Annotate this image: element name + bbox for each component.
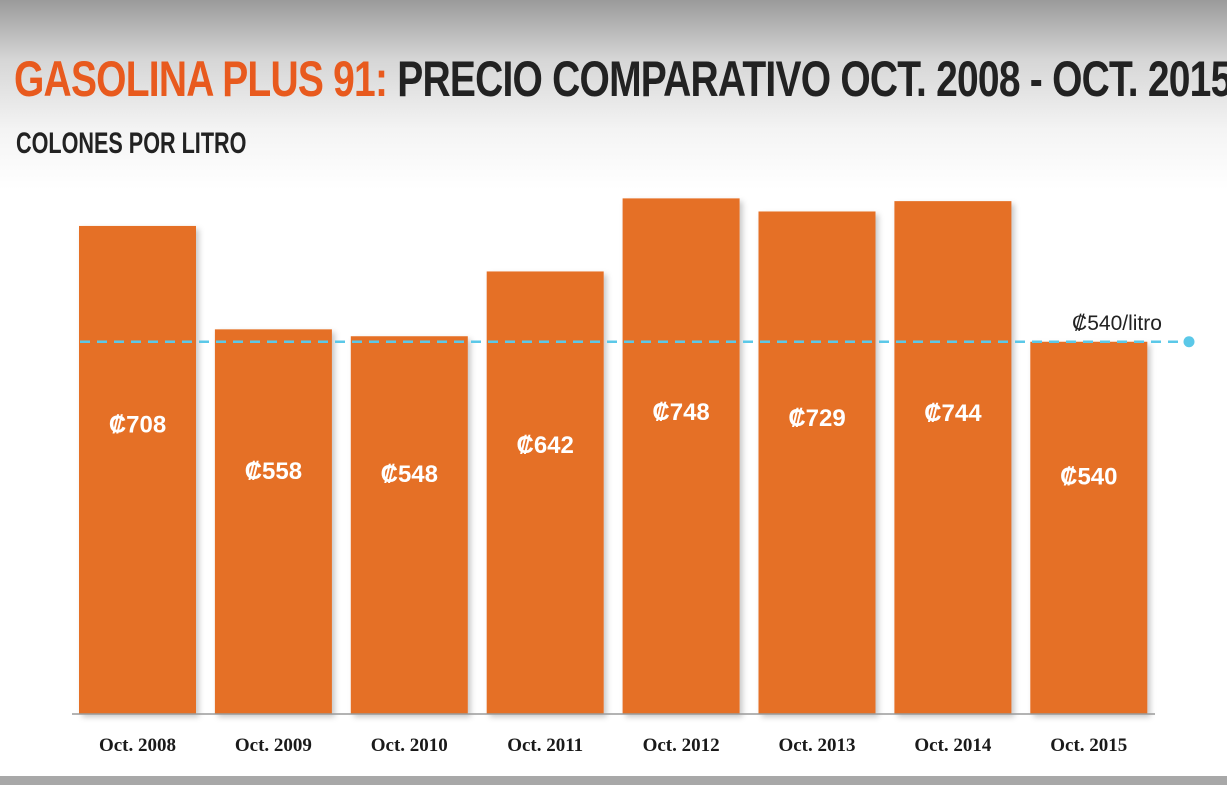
value-label-oct-2013: ₡729 [788,405,845,432]
bar-oct-2013 [758,211,876,714]
value-labels-group: ₡708 ₡558 ₡548 ₡642 ₡748 ₡729 ₡744 ₡540 [109,399,1118,491]
bar-oct-2010 [350,336,468,714]
value-label-oct-2011: ₡642 [517,432,574,459]
chart-title: GASOLINA PLUS 91: PRECIO COMPARATIVO OCT… [14,44,1227,114]
bar-oct-2011 [486,271,604,714]
tick-label-oct-2015: Oct. 2015 [1050,735,1127,756]
chart-title-accent: GASOLINA PLUS 91: [14,51,388,107]
value-label-oct-2008: ₡708 [109,411,166,438]
reference-line-marker [1183,336,1195,348]
value-label-oct-2014: ₡744 [924,400,982,427]
value-label-oct-2009: ₡558 [245,458,302,485]
tick-label-oct-2013: Oct. 2013 [778,735,855,756]
value-label-oct-2012: ₡748 [652,399,709,426]
chart-title-main: PRECIO COMPARATIVO OCT. 2008 - OCT. 2015 [397,51,1227,107]
tick-label-oct-2009: Oct. 2009 [235,735,312,756]
tick-label-oct-2012: Oct. 2012 [643,735,720,756]
reference-line-label: ₡540/litro [1072,312,1162,335]
bar-oct-2014 [894,201,1012,715]
tick-labels-group: Oct. 2008 Oct. 2009 Oct. 2010 Oct. 2011 Oct.… [99,735,1127,756]
bar-oct-2009 [214,329,332,714]
bars-group [79,198,1148,715]
bottom-bar [0,776,1227,785]
tick-label-oct-2014: Oct. 2014 [914,735,992,756]
value-label-oct-2015: ₡540 [1060,463,1117,490]
bar-oct-2012 [622,198,740,714]
bar-oct-2015 [1030,341,1148,714]
chart-subtitle: COLONES POR LITRO [16,127,247,160]
tick-label-oct-2010: Oct. 2010 [371,735,448,756]
bar-oct-2008 [79,225,196,714]
tick-label-oct-2008: Oct. 2008 [99,735,176,756]
value-label-oct-2010: ₡548 [381,461,438,488]
tick-label-oct-2011: Oct. 2011 [507,735,583,756]
